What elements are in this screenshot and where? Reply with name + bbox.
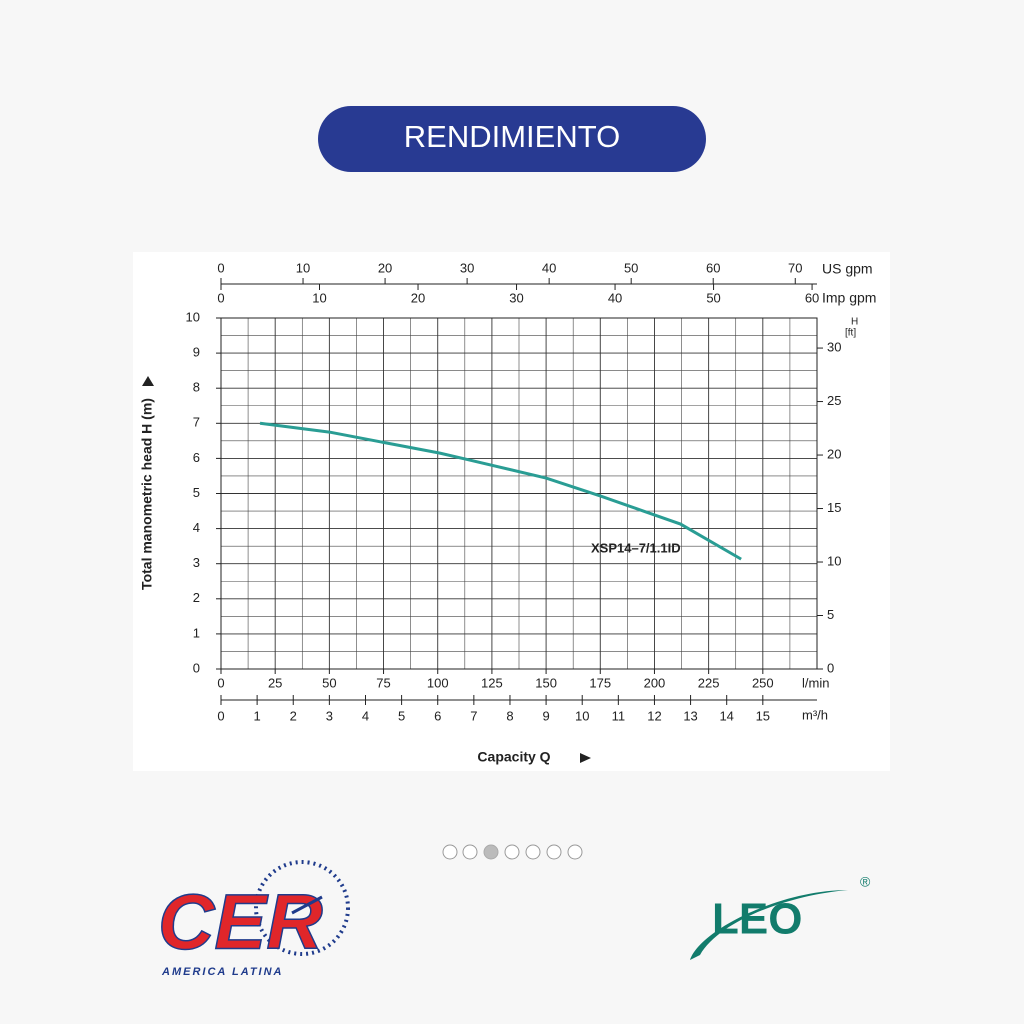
x-tick-label: 200 [644, 675, 666, 690]
registered-mark: ® [860, 874, 871, 890]
x-top-tick-label: 30 [460, 260, 474, 275]
x-axis-arrow [580, 753, 591, 763]
carousel-dot[interactable] [567, 844, 583, 860]
x2-tick-label: 13 [683, 708, 697, 723]
x-top2-tick-label: 40 [608, 290, 622, 305]
y2-tick-label: 15 [827, 500, 841, 515]
x-top-tick-label: 40 [542, 260, 556, 275]
x2-tick-label: 0 [217, 708, 224, 723]
x2-tick-label: 14 [719, 708, 733, 723]
x-top-tick-label: 70 [788, 260, 802, 275]
x2-tick-label: 3 [326, 708, 333, 723]
x-tick-label: 225 [698, 675, 720, 690]
y-tick-label: 7 [193, 415, 200, 430]
y-axis-arrow [142, 376, 154, 386]
y-tick-label: 6 [193, 450, 200, 465]
x2-tick-label: 11 [612, 708, 626, 723]
chart-panel [133, 252, 890, 771]
x2-tick-label: 4 [362, 708, 369, 723]
x2-tick-label: 9 [542, 708, 549, 723]
x-tick-label: 0 [217, 675, 224, 690]
carousel-dot[interactable] [525, 844, 541, 860]
cer-text: CER [158, 878, 323, 966]
x-top2-tick-label: 0 [217, 290, 224, 305]
carousel-dots [442, 844, 583, 860]
y2-tick-label: 30 [827, 339, 841, 354]
x-top2-tick-label: 10 [312, 290, 326, 305]
y-tick-label: 5 [193, 485, 200, 500]
y-tick-label: 1 [193, 625, 200, 640]
y-tick-label: 3 [193, 555, 200, 570]
y-axis-title: Total manometric head H (m) [139, 398, 155, 590]
carousel-dot-active[interactable] [483, 844, 499, 860]
x-tick-label: 150 [535, 675, 557, 690]
y2-tick-label: 25 [827, 393, 841, 408]
cer-subtitle: AMERICA LATINA [161, 966, 284, 978]
x-top-tick-label: 0 [217, 260, 224, 275]
x2-tick-label: 10 [575, 708, 589, 723]
x2-tick-label: 2 [290, 708, 297, 723]
x-top-tick-label: 50 [624, 260, 638, 275]
x-tick-label: 250 [752, 675, 774, 690]
x2-tick-label: 8 [506, 708, 513, 723]
x-top2-tick-label: 30 [509, 290, 523, 305]
gauge [254, 860, 350, 956]
y2-label: H [851, 317, 858, 328]
y-tick-label: 4 [193, 520, 200, 535]
cer-logo: CER AMERICA LATINA [157, 860, 350, 978]
plot-frame [220, 317, 818, 670]
carousel-dot[interactable] [462, 844, 478, 860]
y2-tick-label: 20 [827, 446, 841, 461]
x-top-tick-label: 60 [706, 260, 720, 275]
y-tick-label: 0 [193, 660, 200, 675]
section-button[interactable] [318, 106, 706, 172]
y2-tick-label: 0 [827, 660, 834, 675]
y2-tick-label: 10 [827, 553, 841, 568]
series-line [259, 421, 742, 561]
section-button-label[interactable]: RENDIMIENTO [404, 119, 620, 154]
x2-unit: m³/h [802, 707, 828, 722]
x2-tick-label: 12 [647, 708, 661, 723]
x-top-unit: US gpm [822, 261, 873, 277]
x2-tick-label: 6 [434, 708, 441, 723]
carousel-dot[interactable] [504, 844, 520, 860]
y-tick-label: 10 [186, 309, 200, 324]
x-tick-label: 75 [376, 675, 390, 690]
x-tick-label: 100 [427, 675, 449, 690]
leo-text: LEO [712, 895, 802, 944]
y2-unit: [ft] [845, 328, 856, 339]
carousel-dot[interactable] [442, 844, 458, 860]
x-tick-label: 175 [589, 675, 611, 690]
gauge-needle [291, 895, 323, 915]
y-tick-label: 2 [193, 590, 200, 605]
x-top-tick-label: 10 [296, 260, 310, 275]
y-tick-label: 9 [193, 345, 200, 360]
x2-tick-label: 5 [398, 708, 405, 723]
x-tick-label: 125 [481, 675, 503, 690]
carousel-dot[interactable] [546, 844, 562, 860]
x-tick-label: 50 [322, 675, 336, 690]
leo-logo: LEO ® [690, 874, 871, 960]
x-top2-tick-label: 50 [706, 290, 720, 305]
x2-tick-label: 1 [254, 708, 261, 723]
x-axis-title: Capacity Q [477, 749, 550, 765]
y-tick-label: 8 [193, 380, 200, 395]
series-label: XSP14–7/1.1ID [591, 540, 681, 555]
x-top2-tick-label: 20 [411, 290, 425, 305]
x-top-tick-label: 20 [378, 260, 392, 275]
y2-tick-label: 5 [827, 607, 834, 622]
x-unit: l/min [802, 675, 829, 690]
x2-tick-label: 7 [470, 708, 477, 723]
x-top2-tick-label: 60 [805, 290, 819, 305]
x-top2-unit: Imp gpm [822, 290, 876, 306]
x2-tick-label: 15 [756, 708, 770, 723]
x-tick-label: 25 [268, 675, 282, 690]
